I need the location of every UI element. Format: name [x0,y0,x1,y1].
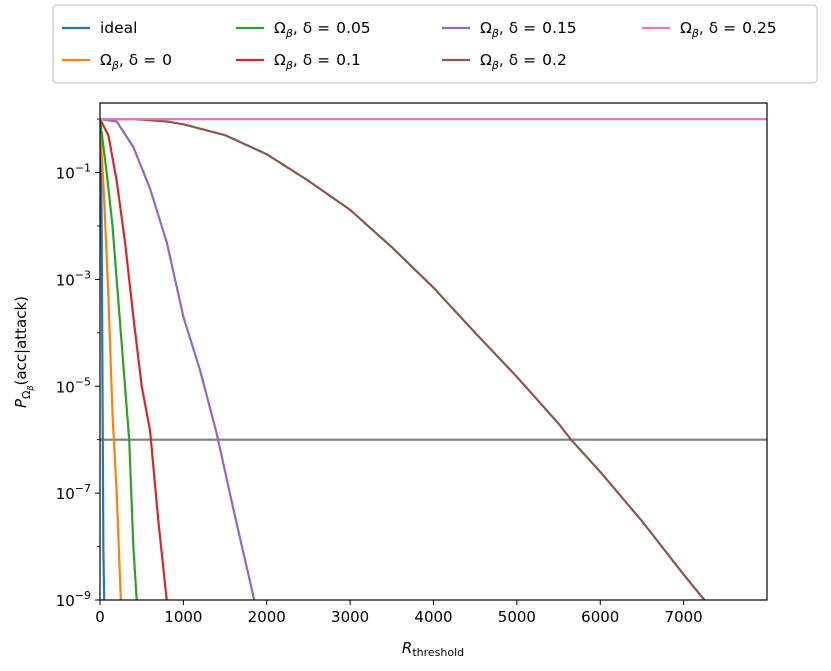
legend-label: Ωβ, δ = 0.15 [480,19,577,40]
legend-label-mid: , δ = [119,51,156,69]
legend-label-value: 0.1 [336,51,361,69]
y-axis-label-subsub: β [26,385,35,391]
legend-label-value: 0 [162,51,172,69]
legend-entry: Ωβ, δ = 0.2 [442,51,567,72]
legend-label-sub: β [285,27,293,40]
legend-entry: Ωβ, δ = 0.25 [642,19,777,40]
y-tick-base: 10 [56,378,75,396]
legend-label-value: 0.05 [336,19,371,37]
legend-label-value: 0.15 [542,19,577,37]
legend-label-prefix: Ω [100,51,112,69]
series-line-1 [100,119,122,600]
x-axis-label-main: R [402,639,412,657]
legend-label: Ωβ, δ = 0.1 [274,51,361,72]
legend-label-sub: β [491,59,499,72]
x-tick-label: 6000 [581,608,619,626]
legend-label: Ωβ, δ = 0.05 [274,19,371,40]
legend-frame [52,4,818,84]
legend-label-mid: , δ = [293,19,330,37]
legend-label: Ωβ, δ = 0.25 [680,19,777,40]
legend-label-sub: β [111,59,119,72]
plot-frame [99,102,768,601]
series-line-3 [100,118,168,600]
y-axis-label: PΩβ(acc|attack) [12,296,35,408]
legend-entry: ideal [62,19,138,37]
y-tick-label: 10−1 [56,162,91,183]
x-axis-label-sub: threshold [412,646,464,659]
legend-entry: Ωβ, δ = 0.05 [236,19,371,40]
legend-entry: Ωβ, δ = 0.1 [236,51,361,72]
x-tick-label: 3000 [331,608,369,626]
legend-label-sub: β [491,27,499,40]
legend-label-mid: , δ = [499,51,536,69]
y-tick-label: 10−3 [56,268,91,289]
series-line-2 [100,118,138,600]
y-tick-exponent: −5 [75,375,91,388]
y-tick-base: 10 [56,271,75,289]
y-axis: 10−910−710−510−310−1 [56,118,100,610]
legend-label-prefix: Ω [274,51,286,69]
series-line-4 [100,118,256,600]
legend-label: ideal [100,19,138,37]
x-tick-label: 2000 [248,608,286,626]
legend-label-value: 0.2 [542,51,567,69]
legend-label-prefix: Ω [480,19,492,37]
y-axis-label-sub: Ω [20,391,33,399]
y-tick-base: 10 [56,485,75,503]
y-axis-label-rest: (acc|attack) [12,296,30,386]
legend-label-prefix: Ω [480,51,492,69]
y-tick-label: 10−5 [56,375,91,396]
legend-label: Ωβ, δ = 0.2 [480,51,567,72]
y-tick-label: 10−9 [56,589,91,610]
x-axis-label: Rthreshold [402,639,464,659]
y-tick-base: 10 [56,592,75,610]
x-tick-label: 0 [95,608,105,626]
legend-label-sub: β [691,27,699,40]
x-tick-label: 7000 [665,608,703,626]
plot-area [99,102,768,601]
x-tick-label: 1000 [164,608,202,626]
y-tick-label: 10−7 [56,482,91,503]
legend-entry: Ωβ, δ = 0.15 [442,19,577,40]
legend-label-prefix: Ω [680,19,692,37]
y-tick-exponent: −1 [75,162,91,175]
legend-entry: Ωβ, δ = 0 [62,51,172,72]
legend-label-mid: , δ = [499,19,536,37]
legend-label: Ωβ, δ = 0 [100,51,172,72]
legend-label-prefix: Ω [274,19,286,37]
x-axis: 0 1000 2000 3000 4000 5000 6000 7000 [95,600,703,626]
legend-label-mid: , δ = [699,19,736,37]
x-tick-label: 4000 [414,608,452,626]
y-tick-exponent: −9 [75,589,91,602]
y-axis-label-main: P [12,398,30,408]
legend-label-value: 0.25 [742,19,777,37]
legend-label-text: ideal [100,19,138,37]
series-line-5 [100,117,706,600]
y-tick-exponent: −3 [75,268,91,281]
x-tick-label: 5000 [498,608,536,626]
y-tick-base: 10 [56,165,75,183]
legend-label-sub: β [285,59,293,72]
y-tick-exponent: −7 [75,482,91,495]
legend-label-mid: , δ = [293,51,330,69]
